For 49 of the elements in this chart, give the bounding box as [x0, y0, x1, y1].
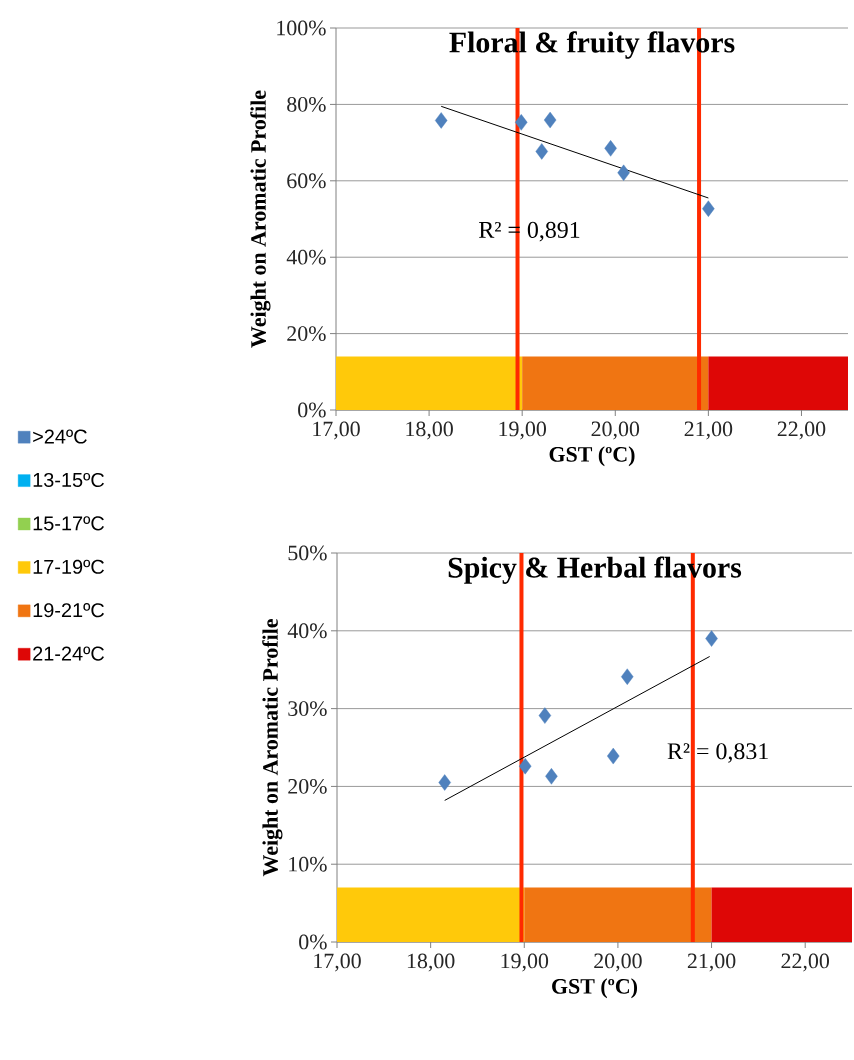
x-tick-label: 22,00 [777, 421, 826, 440]
y-tick-label: 100% [277, 20, 326, 36]
y-tick-label: 0% [298, 402, 326, 418]
x-tick-label: 21,00 [687, 953, 736, 972]
point [538, 707, 552, 724]
y-tick-label: 80% [287, 96, 326, 112]
x-axis-title: GST (ºC) [549, 446, 635, 467]
point [621, 668, 634, 685]
annotation: R² = 0,831 [667, 743, 768, 763]
x-tick-label: 17,00 [313, 421, 360, 440]
x-tick-label: 19,00 [501, 953, 549, 972]
y-tick-label: 0% [299, 934, 327, 950]
y-tick-label: 40% [286, 249, 326, 265]
y-tick-label: 50% [288, 545, 327, 561]
x-tick-label: 19,00 [499, 421, 547, 440]
legend-label: 19-21ºC [33, 603, 104, 618]
point [604, 140, 617, 157]
x-tick-label: 20,00 [591, 421, 640, 440]
legend-label: 15-17ºC [33, 516, 104, 531]
y-tick-label: 20% [287, 326, 326, 342]
point [438, 774, 451, 791]
legend-label: >24ºC [33, 429, 87, 444]
y-tick-label: 20% [288, 778, 327, 794]
x-axis-title: GST (ºC) [552, 978, 638, 999]
y-tick-label: 30% [288, 701, 327, 717]
point [535, 143, 548, 160]
x-tick-label: 21,00 [684, 421, 733, 440]
point [617, 164, 630, 181]
point [515, 114, 528, 131]
y-tick-label: 40% [287, 623, 327, 639]
point [705, 630, 718, 647]
point [543, 111, 557, 129]
x-tick-label: 18,00 [406, 421, 453, 440]
legend-label: 13-15ºC [33, 472, 104, 487]
y-axis-title: Weight on Aromatic Profile [250, 90, 271, 348]
x-tick-label: 22,00 [781, 953, 830, 972]
legend-label: 21-24ºC [33, 646, 104, 661]
point [519, 757, 532, 775]
point [545, 768, 558, 785]
x-tick-label: 20,00 [594, 953, 642, 972]
legend-label: 17-19ºC [33, 559, 104, 574]
x-tick-label: 17,00 [314, 953, 361, 972]
point [702, 200, 715, 217]
y-tick-label: 60% [287, 173, 326, 189]
x-tick-label: 18,00 [407, 953, 455, 972]
point [434, 112, 448, 129]
point [607, 747, 620, 765]
y-tick-label: 10% [289, 856, 327, 872]
y-axis-title: Weight on Aromatic Profile [262, 619, 283, 877]
